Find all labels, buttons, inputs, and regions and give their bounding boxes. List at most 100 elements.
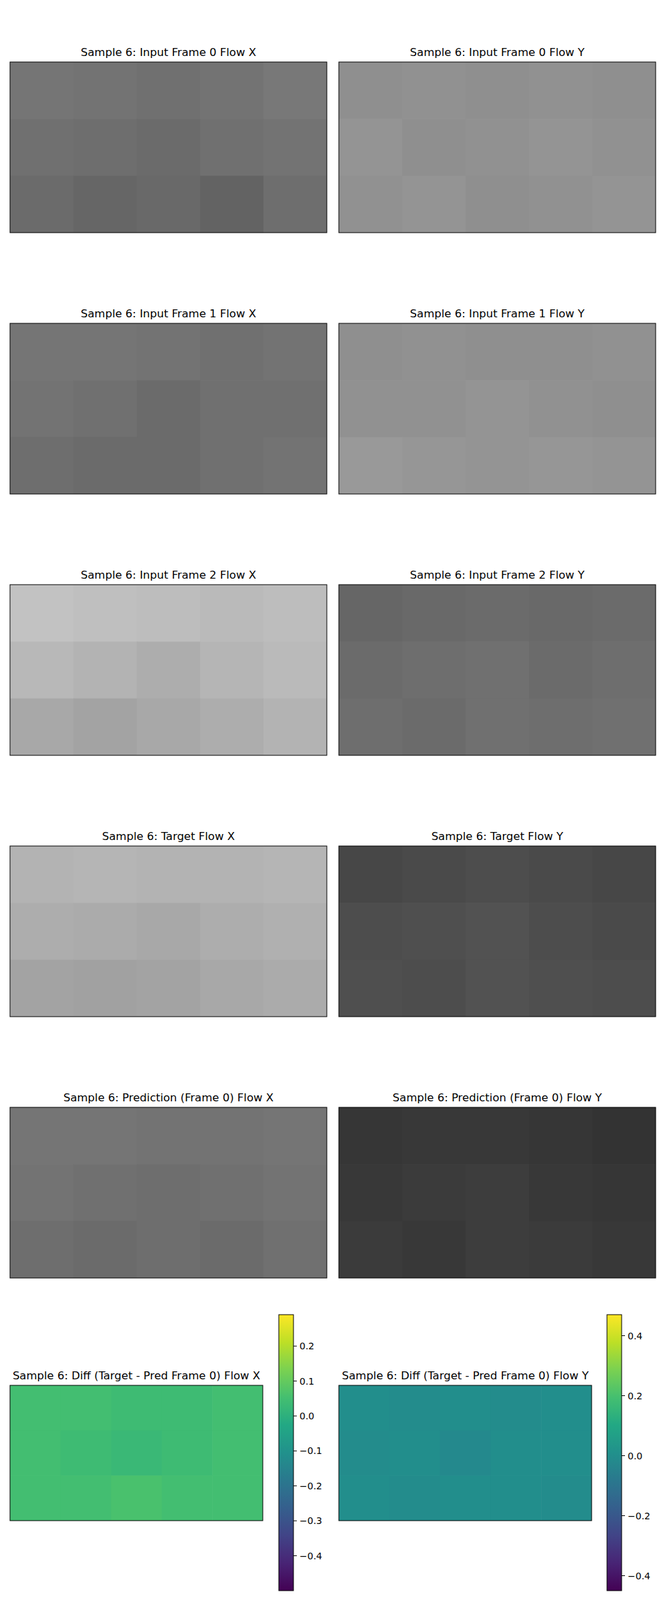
cell [263,1221,327,1279]
colorbar-tick-label: −0.4 [627,1571,651,1583]
cell [389,1386,441,1432]
cell [136,380,201,438]
cell [136,960,201,1018]
cell [263,437,327,495]
colorbar-tick [293,1416,297,1417]
cell [440,1431,491,1477]
image-cells [338,1107,656,1279]
cell [465,176,530,233]
cell [73,960,138,1018]
cell [338,584,403,643]
cell [73,1107,138,1166]
image-cells [338,323,656,495]
cell [263,641,327,700]
cell [528,903,593,961]
cell [338,1164,403,1222]
cell [490,1386,541,1432]
colorbar [606,1315,622,1592]
cell [338,1476,390,1522]
colorbar-tick-label: 0.2 [627,1391,643,1403]
colorbar-tick [293,1486,297,1487]
cell [136,1221,201,1279]
frame [10,323,327,495]
cell [200,641,265,700]
cell [200,380,265,438]
panel: Sample 6: Target Flow Y [338,830,657,1018]
panel-title: Sample 6: Prediction (Frame 0) Flow X [63,1091,274,1105]
cell [528,1164,593,1222]
cell [402,1107,467,1166]
cell [10,1476,61,1522]
cell [111,1476,163,1522]
cell [592,960,656,1018]
cell [161,1476,213,1522]
cell [540,1431,592,1477]
cell [402,176,467,233]
colorbar [278,1315,294,1592]
cell [592,1107,656,1166]
cell [592,323,656,381]
frame [10,846,327,1018]
cell [200,62,265,120]
frame [338,1107,656,1279]
cell [528,1221,593,1279]
cell [465,1164,530,1222]
cell [528,62,593,120]
panel: Sample 6: Diff (Target - Pred Frame 0) F… [338,1315,651,1592]
cell [592,118,656,177]
cell [73,323,138,381]
cell [200,1221,265,1279]
cell [200,1164,265,1222]
cell [10,960,75,1018]
frame [338,1386,592,1522]
image-cells [10,62,327,233]
cell [200,584,265,643]
cell [263,323,327,381]
cell [338,846,403,904]
cell [136,1107,201,1166]
image-cells [338,846,656,1018]
cell [402,846,467,904]
cell [200,1107,265,1166]
colorbar-tick-label: 0.0 [299,1411,315,1423]
cell [136,699,201,756]
colorbar-tick-label: 0.0 [627,1451,643,1463]
cell [263,380,327,438]
panel: Sample 6: Input Frame 0 Flow X [10,46,328,234]
colorbar-tick-label: −0.3 [299,1516,323,1527]
cell [592,699,656,756]
cell [212,1476,263,1522]
cell [490,1476,541,1522]
cell [263,960,327,1018]
cell [402,62,467,120]
image-cells [338,62,656,233]
cell [338,1107,403,1166]
cell [10,1386,61,1432]
cell [212,1431,263,1477]
panel-title: Sample 6: Input Frame 1 Flow X [80,307,257,321]
cell [338,1386,390,1432]
frame [10,1107,327,1279]
cell [338,437,403,495]
cell [465,380,530,438]
colorbar-tick [621,1456,625,1457]
cell [73,437,138,495]
cell [465,118,530,177]
cell [528,699,593,756]
frame [10,62,327,233]
cell [10,846,75,904]
cell [10,584,75,643]
figure: Sample 6: Input Frame 0 Flow X Sample 6: … [0,0,667,1600]
cell [73,846,138,904]
cell [136,846,201,904]
cell [73,641,138,700]
cell [200,846,265,904]
cell [111,1386,163,1432]
cell [338,903,403,961]
cell [528,176,593,233]
panel: Sample 6: Target Flow X [10,830,328,1018]
cell [338,323,403,381]
image-cells [10,846,327,1018]
cell [200,176,265,233]
cell [73,380,138,438]
